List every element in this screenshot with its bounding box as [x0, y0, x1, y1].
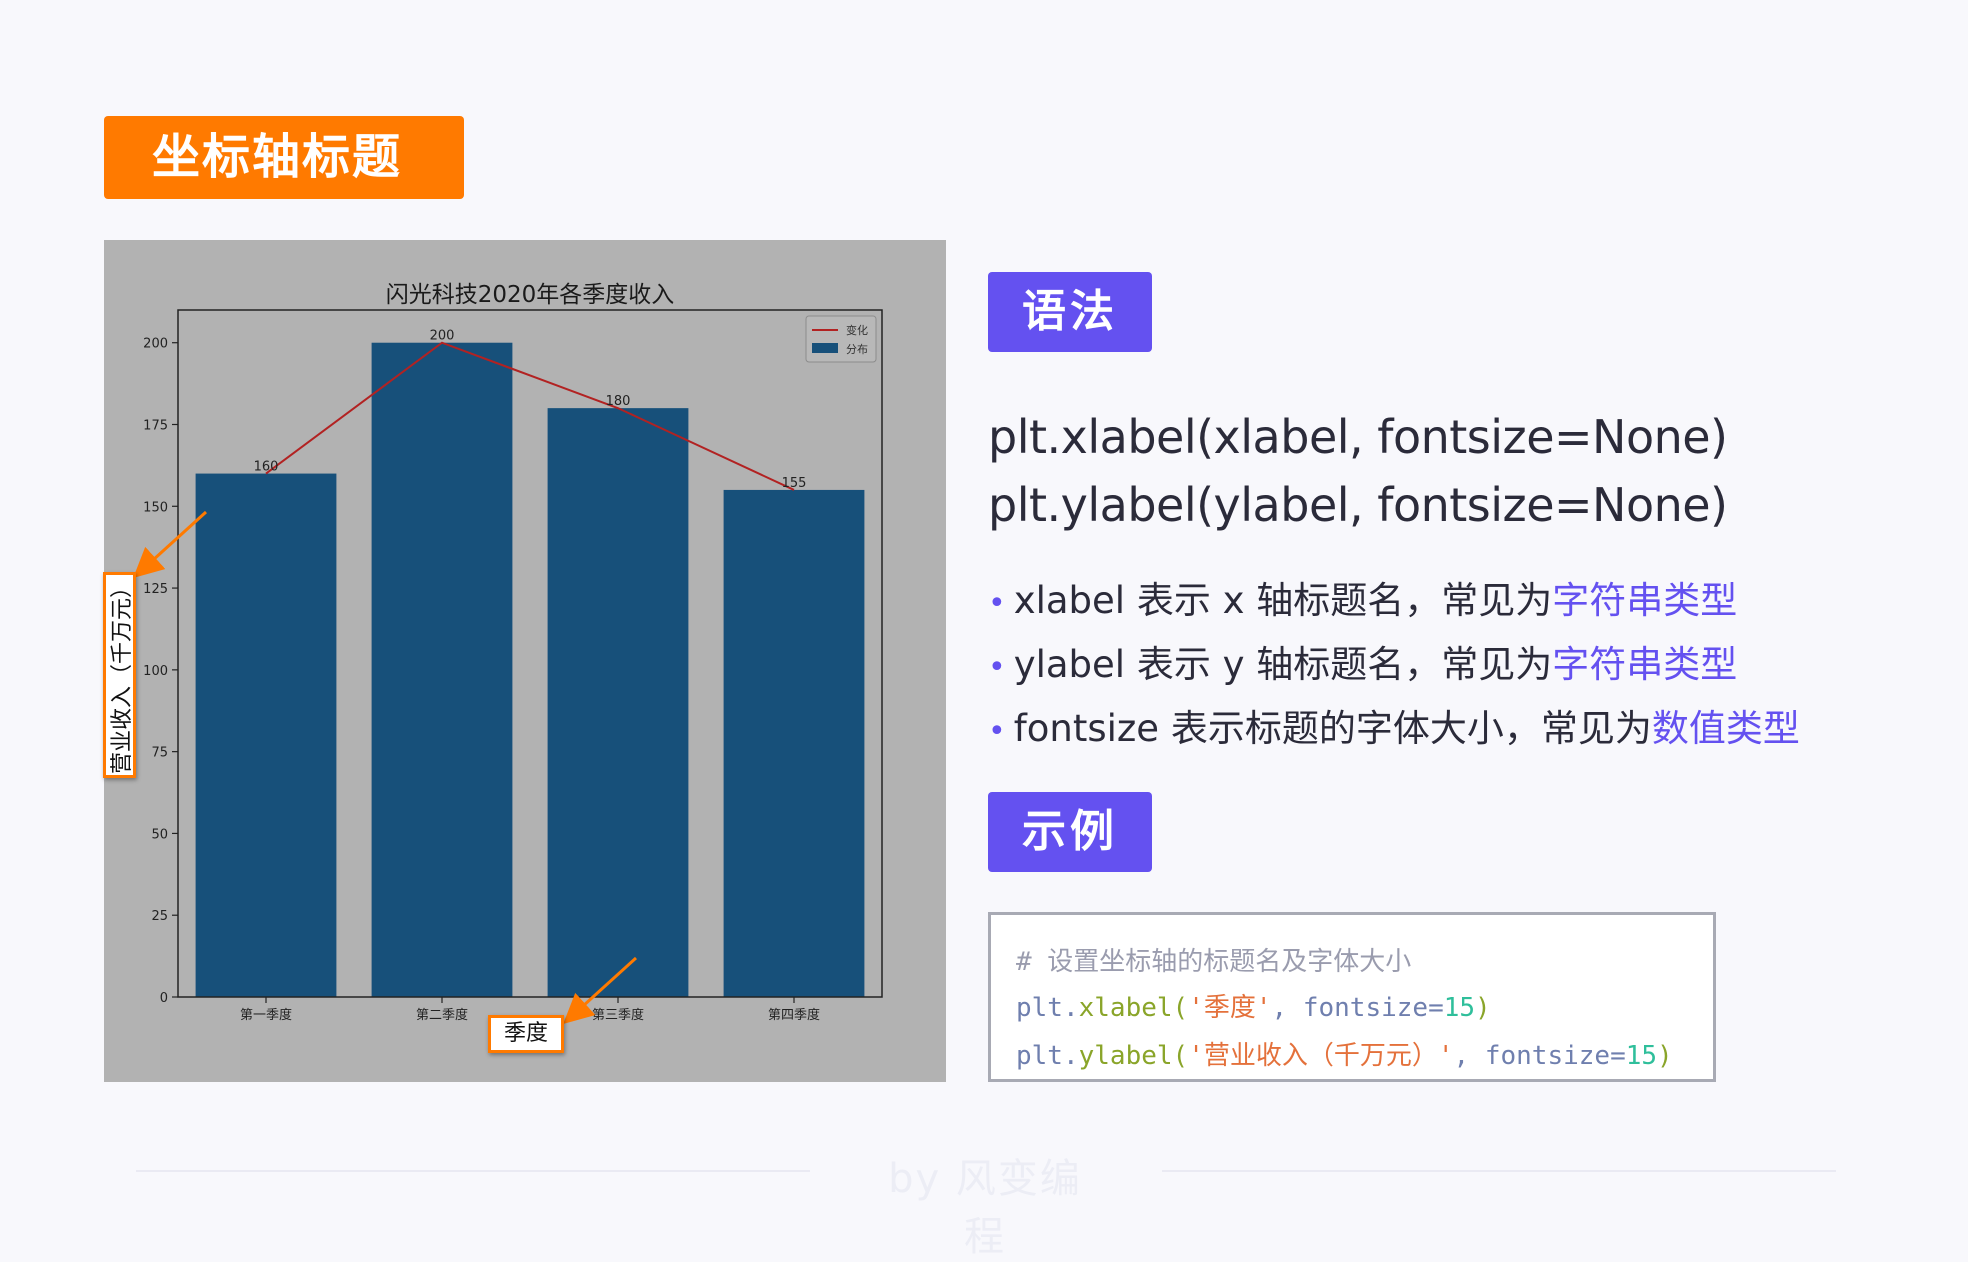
footer-divider-left [136, 1170, 810, 1172]
slide-title: 坐标轴标题 [104, 116, 464, 199]
y-tick-label: 0 [160, 991, 168, 1006]
y-tick-label: 175 [143, 419, 168, 434]
y-tick-label: 50 [151, 827, 168, 842]
x-tick-label: 第二季度 [416, 1007, 468, 1023]
bullet-dot-icon: • [988, 586, 1006, 621]
syntax-line-xlabel: plt.xlabel(xlabel, fontsize=None) [988, 410, 1728, 464]
y-tick-label: 100 [143, 664, 168, 679]
bullet-dot-icon: • [988, 650, 1006, 685]
plot-frame [177, 309, 883, 998]
code-line-xlabel: plt.xlabel('季度', fontsize=15) [1016, 993, 1491, 1023]
trend-line [265, 341, 795, 491]
bullet-ylabel: • ylabel 表示 y 轴标题名，常见为字符串类型 [988, 643, 1738, 686]
data-label: 160 [254, 460, 279, 475]
bar-chart: 闪光科技2020年各季度收入 160 200 180 155 0 25 50 75 100 125 1… [143, 282, 883, 1023]
x-tick-label: 第三季度 [592, 1007, 644, 1023]
footer-brand: by 风变编程 [888, 1156, 1082, 1260]
y-tick-label: 75 [151, 746, 168, 761]
chart-panel: 闪光科技2020年各季度收入 160 200 180 155 0 25 50 75 100 125 1… [104, 240, 946, 1082]
bar [723, 489, 865, 997]
code-line-ylabel: plt.ylabel('营业收入（千万元）', fontsize=15) [1016, 1041, 1673, 1071]
y-tick-label: 200 [143, 337, 168, 352]
bar [371, 342, 513, 997]
legend-bar-swatch [812, 343, 838, 353]
example-badge: 示例 [988, 792, 1152, 872]
legend-label-line: 变化 [846, 323, 868, 337]
y-tick-label: 25 [151, 909, 168, 924]
code-comment: # 设置坐标轴的标题名及字体大小 [1016, 947, 1412, 977]
y-tick-label: 125 [143, 582, 168, 597]
y-tick-label: 150 [143, 500, 168, 515]
bullet-fontsize: • fontsize 表示标题的字体大小，常见为数值类型 [988, 707, 1800, 750]
bar [547, 408, 689, 998]
data-label: 155 [782, 476, 807, 491]
footer-divider-right [1162, 1170, 1836, 1172]
data-label: 200 [430, 329, 455, 344]
syntax-line-ylabel: plt.ylabel(ylabel, fontsize=None) [988, 478, 1728, 532]
x-tick-label: 第一季度 [240, 1007, 292, 1023]
y-axis-title: 营业收入（千万元） [109, 575, 135, 775]
y-axis-title-callout: 营业收入（千万元） [103, 572, 136, 778]
bullet-dot-icon: • [988, 714, 1006, 749]
x-axis-title-callout: 季度 [488, 1015, 564, 1053]
x-tick-label: 第四季度 [768, 1007, 820, 1023]
chart-title: 闪光科技2020年各季度收入 [386, 282, 675, 308]
bullet-xlabel: • xlabel 表示 x 轴标题名，常见为字符串类型 [988, 579, 1738, 622]
bar [195, 473, 337, 997]
data-label: 180 [606, 394, 631, 409]
legend-label-bar: 分布 [846, 343, 868, 356]
code-example: # 设置坐标轴的标题名及字体大小 plt.xlabel('季度', fontsi… [988, 912, 1716, 1082]
syntax-badge: 语法 [988, 272, 1152, 352]
